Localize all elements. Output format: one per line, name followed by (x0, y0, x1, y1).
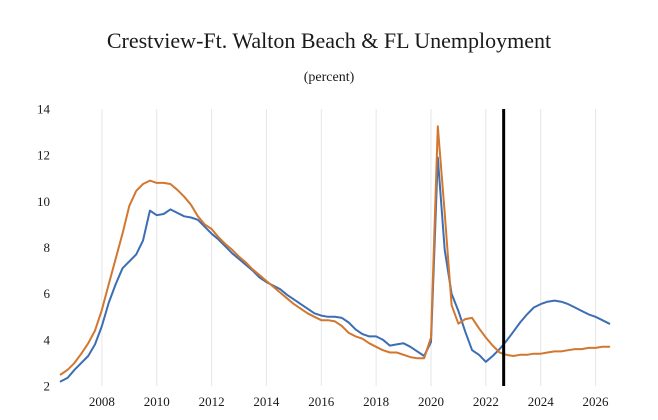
x-tick-label: 2018 (363, 394, 389, 409)
y-tick-label: 8 (44, 240, 51, 255)
series-line-fl (59, 125, 611, 376)
y-tick-label: 14 (37, 102, 51, 117)
y-tick-label: 12 (37, 148, 50, 163)
x-tick-label: 2010 (144, 394, 170, 409)
y-tick-label: 4 (44, 332, 51, 347)
chart-title: Crestview-Ft. Walton Beach & FL Unemploy… (106, 28, 552, 53)
x-tick-label: 2024 (528, 394, 555, 409)
x-tick-label: 2020 (418, 394, 444, 409)
y-tick-label: 6 (44, 286, 51, 301)
y-tick-label: 10 (37, 194, 50, 209)
y-tick-label: 2 (44, 379, 51, 394)
x-tick-label: 2008 (89, 394, 115, 409)
x-tick-label: 2016 (308, 394, 335, 409)
chart-subtitle: (percent) (303, 70, 355, 85)
x-tick-label: 2012 (199, 394, 225, 409)
series-line-crestview (59, 156, 611, 383)
x-tick-label: 2022 (473, 394, 499, 409)
x-tick-label: 2014 (253, 394, 280, 409)
x-tick-label: 2026 (583, 394, 610, 409)
